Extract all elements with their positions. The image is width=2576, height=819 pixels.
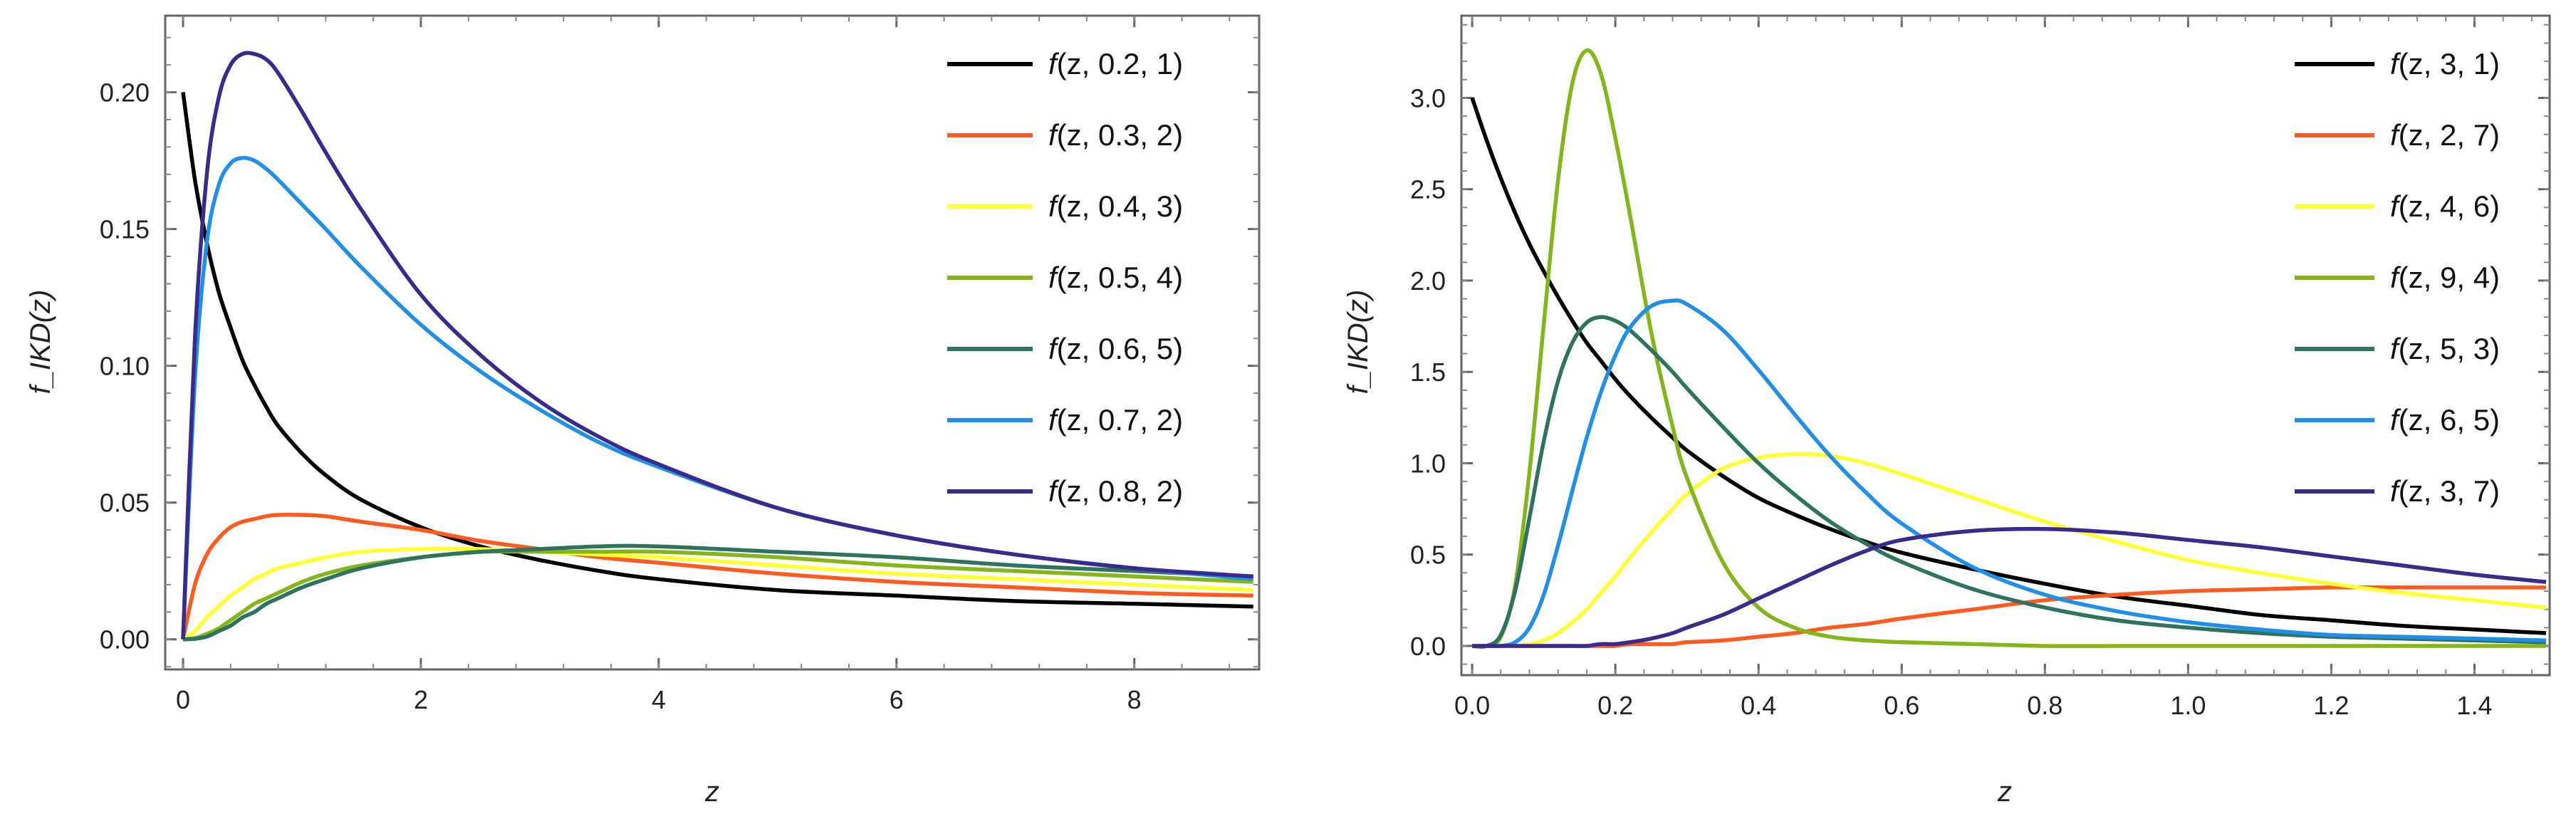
legend-label: f(z, 9, 4) [2390, 261, 2500, 294]
legend-label: f(z, 3, 7) [2390, 474, 2500, 508]
x-tick-label: 6 [890, 685, 904, 714]
y-tick-label: 2.0 [1410, 266, 1446, 296]
y-tick-label: 1.5 [1410, 358, 1446, 387]
series-line-1 [181, 513, 1253, 640]
legend-label: f(z, 0.2, 1) [1048, 47, 1183, 80]
legend-label: f(z, 5, 3) [2390, 332, 2500, 365]
series-line-2 [182, 546, 1253, 642]
legend-label-args: (z, 6, 5) [2399, 403, 2500, 437]
series-group [181, 51, 1253, 642]
plot-frame [1460, 14, 2551, 677]
legend-label-args: (z, 3, 7) [2399, 474, 2500, 508]
series-line-6 [181, 51, 1253, 640]
legend-label-args: (z, 0.3, 2) [1057, 118, 1183, 152]
y-tick-label: 0.05 [100, 489, 150, 518]
x-tick-label: 0.6 [1884, 691, 1919, 720]
legend-label-args: (z, 3, 1) [2399, 47, 2500, 80]
chart-panel-0: 0 2 4 6 8 0.00 0.05 0.10 0.15 0.20 z f_IKD(z) f(z, 0… [25, 14, 1261, 808]
y-tick-label: 3.0 [1410, 83, 1446, 113]
legend-label-args: (z, 0.8, 2) [1057, 474, 1183, 508]
series-line-3 [1471, 48, 2546, 649]
series-group [1470, 48, 2547, 649]
x-axis-label: z [1997, 776, 2012, 808]
legend-label-args: (z, 0.4, 3) [1057, 189, 1183, 223]
legend: f(z, 0.2, 1) f(z, 0.3, 2) f(z, 0.4, 3) f(z,… [947, 47, 1183, 508]
x-tick-label: 0 [176, 685, 190, 714]
y-tick-label: 0.0 [1410, 632, 1446, 661]
y-tick-label: 2.5 [1410, 175, 1446, 204]
x-tick-label: 8 [1127, 685, 1142, 714]
x-tick-label: 1.2 [2313, 691, 2349, 720]
legend-label: f(z, 0.3, 2) [1048, 118, 1183, 152]
legend-label: f(z, 4, 6) [2390, 189, 2500, 223]
legend-label-args: (z, 0.7, 2) [1057, 403, 1183, 437]
x-axis-label: z [704, 776, 719, 808]
x-tick-label: 0.8 [2027, 691, 2063, 720]
legend: f(z, 3, 1) f(z, 2, 7) f(z, 4, 6) f(z, 9, 4)… [2295, 47, 2500, 508]
legend-label-args: (z, 2, 7) [2399, 118, 2500, 152]
legend-label-args: (z, 0.6, 5) [1057, 332, 1183, 365]
y-axis-label: f_IKD(z) [25, 290, 56, 395]
x-tick-label: 1.4 [2456, 691, 2492, 720]
series-line-4 [1471, 315, 2547, 649]
plot-frame [164, 14, 1261, 671]
x-tick-label: 4 [652, 685, 666, 714]
legend-label-args: (z, 4, 6) [2399, 189, 2500, 223]
x-tick-label: 1.0 [2170, 691, 2206, 720]
series-line-6 [1472, 526, 2547, 648]
x-tick-label: 0.0 [1454, 691, 1490, 720]
legend-label-args: (z, 0.2, 1) [1057, 47, 1183, 80]
chart-panel-1: 0.0 0.2 0.4 0.6 0.8 1.0 1.2 1.4 0.0 0.5 1.0 1.5 2.0 2… [1342, 14, 2551, 808]
y-tick-label: 0.10 [100, 352, 150, 381]
series-line-5 [1472, 298, 2547, 649]
series-line-2 [1472, 452, 2547, 648]
legend-label-args: (z, 0.5, 4) [1057, 261, 1183, 294]
x-tick-label: 0.2 [1597, 691, 1633, 720]
x-tick-label: 0.4 [1741, 691, 1776, 720]
legend-label: f(z, 0.7, 2) [1048, 403, 1183, 437]
legend-label-args: (z, 5, 3) [2399, 332, 2500, 365]
legend-label: f(z, 6, 5) [2390, 403, 2500, 437]
y-tick-label: 0.20 [100, 78, 150, 108]
y-tick-label: 1.0 [1410, 449, 1446, 478]
legend-label: f(z, 0.6, 5) [1048, 332, 1183, 365]
y-axis-label: f_IKD(z) [1342, 290, 1374, 395]
legend-label-args: (z, 9, 4) [2399, 261, 2500, 294]
y-tick-label: 0.5 [1410, 541, 1446, 570]
legend-label: f(z, 0.5, 4) [1048, 261, 1183, 294]
y-tick-label: 0.15 [100, 215, 150, 244]
legend-label: f(z, 2, 7) [2390, 118, 2500, 152]
series-line-0 [181, 92, 1253, 609]
x-tick-label: 2 [414, 685, 428, 714]
y-tick-label: 0.00 [100, 625, 150, 654]
legend-label: f(z, 0.8, 2) [1048, 474, 1183, 508]
series-line-4 [182, 543, 1253, 642]
legend-label: f(z, 3, 1) [2390, 47, 2500, 80]
legend-label: f(z, 0.4, 3) [1048, 189, 1183, 223]
